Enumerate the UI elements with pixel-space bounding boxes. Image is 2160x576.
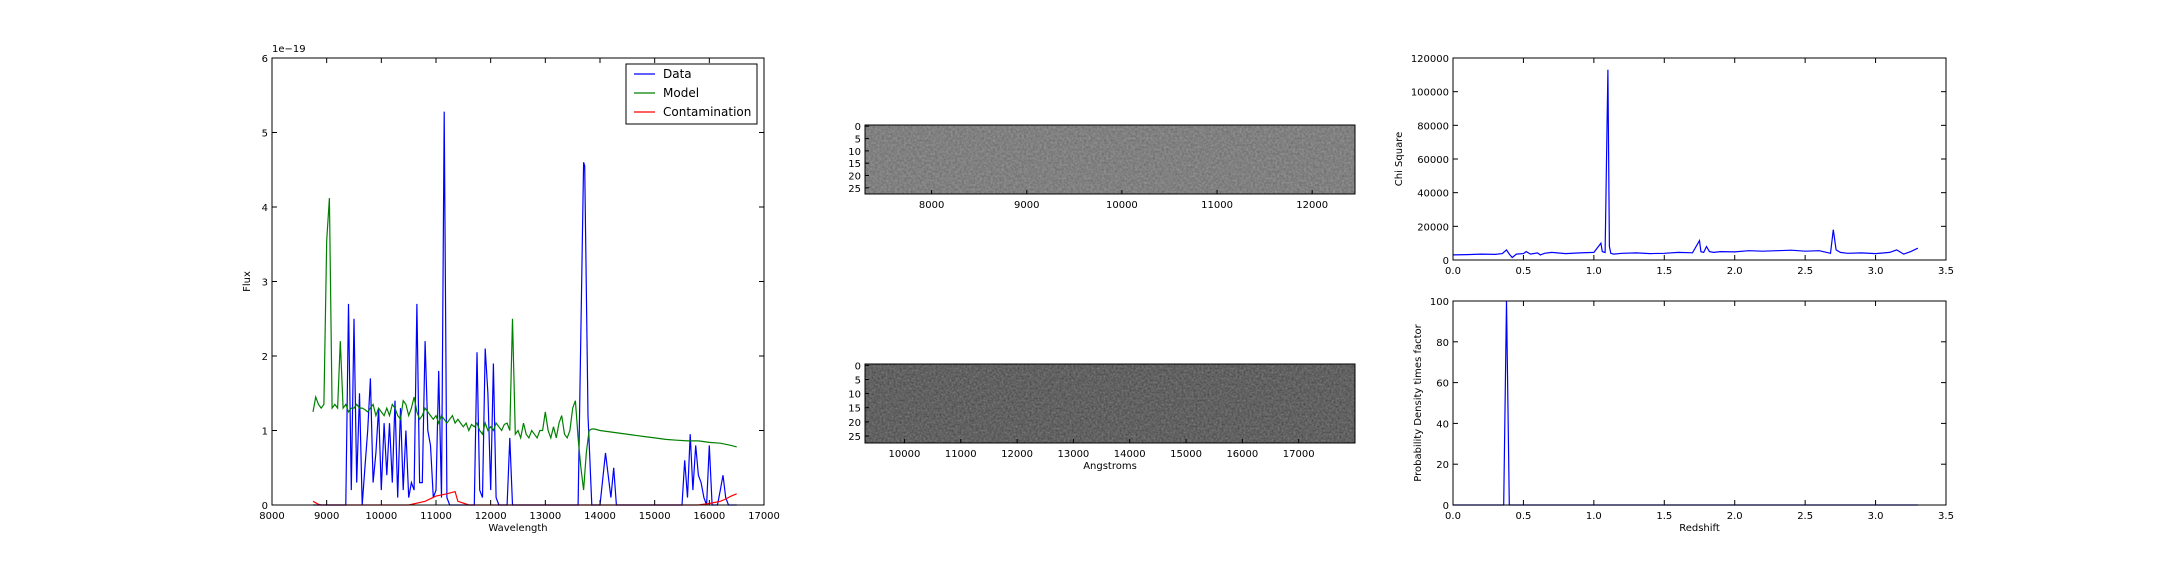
y-tick-label: 20 xyxy=(848,418,861,429)
series-line-2 xyxy=(312,490,737,506)
y-tick-label: 4 xyxy=(262,203,268,214)
x-tick-label: 0.0 xyxy=(1445,266,1461,277)
y-tick-label: 15 xyxy=(848,159,861,170)
x-tick-label: 3.5 xyxy=(1938,511,1954,522)
y-axis-label: Flux xyxy=(242,271,253,292)
x-tick-label: 15000 xyxy=(639,511,671,522)
image-noise xyxy=(865,364,1355,443)
x-tick-label: 17000 xyxy=(748,511,780,522)
x-tick-label: 3.5 xyxy=(1938,266,1954,277)
x-axis-label: Angstroms xyxy=(1083,461,1137,472)
chart-spectrum: 8000 9000 10000 11000 12000 13000 14000 15000 16… xyxy=(242,44,780,534)
y-tick-label: 20 xyxy=(1436,460,1449,471)
x-tick-label: 15000 xyxy=(1170,449,1202,460)
x-tick-label: 11000 xyxy=(1201,200,1233,211)
x-tick-label: 2.0 xyxy=(1727,266,1743,277)
image-noise xyxy=(865,125,1355,194)
y-tick-label: 2 xyxy=(262,352,268,363)
x-tick-label: 12000 xyxy=(475,511,507,522)
x-tick-label: 14000 xyxy=(584,511,616,522)
x-tick-label: 17000 xyxy=(1283,449,1315,460)
y-tick-label: 6 xyxy=(262,54,268,65)
x-tick-label: 1.0 xyxy=(1586,511,1602,522)
x-tick-label: 11000 xyxy=(945,449,977,460)
y-tick-label: 3 xyxy=(262,278,268,289)
x-tick-label: 9000 xyxy=(1014,200,1039,211)
x-tick-label: 2.5 xyxy=(1797,266,1813,277)
series-line-0 xyxy=(313,111,737,506)
x-tick-label: 1.5 xyxy=(1656,266,1672,277)
y-tick-label: 25 xyxy=(848,432,861,443)
image-frame xyxy=(864,124,1356,195)
y-tick-label: 1 xyxy=(262,427,268,438)
x-tick-label: 10000 xyxy=(889,449,921,460)
x-tick-label: 2.0 xyxy=(1727,511,1743,522)
x-tick-label: 3.0 xyxy=(1868,511,1884,522)
y-tick-label: 40000 xyxy=(1417,189,1449,200)
x-axis-label: Wavelength xyxy=(488,523,547,534)
x-tick-label: 3.0 xyxy=(1868,266,1884,277)
x-tick-label: 1.5 xyxy=(1656,511,1672,522)
offset-label: 1e−19 xyxy=(272,44,306,55)
x-tick-label: 0.5 xyxy=(1515,266,1531,277)
y-axis-label: Probability Density times factor xyxy=(1413,323,1424,481)
x-tick-label: 2.5 xyxy=(1797,511,1813,522)
y-tick-label: 10 xyxy=(848,390,861,401)
series-line-0 xyxy=(1452,69,1919,259)
y-tick-label: 60000 xyxy=(1417,155,1449,166)
y-tick-label: 10 xyxy=(848,147,861,158)
x-tick-label: 1.0 xyxy=(1586,266,1602,277)
y-tick-label: 80 xyxy=(1436,338,1449,349)
x-tick-label: 13000 xyxy=(529,511,561,522)
series-line-0 xyxy=(1453,300,1918,506)
x-tick-label: 13000 xyxy=(1057,449,1089,460)
y-tick-label: 0 xyxy=(855,361,861,372)
y-tick-label: 5 xyxy=(262,129,268,140)
x-tick-label: 12000 xyxy=(1001,449,1033,460)
x-tick-label: 16000 xyxy=(1226,449,1258,460)
legend-label: Data xyxy=(663,67,692,81)
y-tick-label: 40 xyxy=(1436,419,1449,430)
x-tick-label: 9000 xyxy=(314,511,339,522)
y-tick-label: 0 xyxy=(1443,501,1449,512)
x-tick-label: 10000 xyxy=(365,511,397,522)
y-tick-label: 5 xyxy=(855,135,861,146)
y-tick-label: 20000 xyxy=(1417,222,1449,233)
plot-frame xyxy=(1452,57,1947,261)
series-line-1 xyxy=(312,198,737,491)
x-tick-label: 16000 xyxy=(693,511,725,522)
x-tick-label: 0.0 xyxy=(1445,511,1461,522)
y-tick-label: 25 xyxy=(848,184,861,195)
x-tick-label: 12000 xyxy=(1296,200,1328,211)
x-tick-label: 0.5 xyxy=(1515,511,1531,522)
y-tick-label: 100000 xyxy=(1411,88,1449,99)
chart-image2: 0 5 10 15 20 25 10000 11000 12000 13000 14000 15000… xyxy=(848,361,1356,472)
y-tick-label: 0 xyxy=(1443,256,1449,267)
chart-chisq: 0.0 0.5 1.0 1.5 2.0 2.5 3.0 3.5 0 20000 40000 60000… xyxy=(1394,54,1954,277)
y-tick-label: 80000 xyxy=(1417,121,1449,132)
x-axis-label: Redshift xyxy=(1679,523,1720,534)
legend-label: Contamination xyxy=(663,105,751,119)
y-tick-label: 100 xyxy=(1430,297,1449,308)
y-tick-label: 20 xyxy=(848,172,861,183)
y-tick-label: 60 xyxy=(1436,379,1449,390)
chart-pdf: 0.0 0.5 1.0 1.5 2.0 2.5 3.0 3.5 0 20 40 60 80 100 Reds… xyxy=(1413,297,1954,534)
x-tick-label: 8000 xyxy=(919,200,944,211)
plot-frame xyxy=(1452,300,1947,506)
image-frame xyxy=(864,363,1356,444)
y-tick-label: 120000 xyxy=(1411,54,1449,65)
y-tick-label: 5 xyxy=(855,376,861,387)
x-tick-label: 11000 xyxy=(420,511,452,522)
x-tick-label: 8000 xyxy=(259,511,284,522)
y-tick-label: 15 xyxy=(848,404,861,415)
legend: Data Model Contamination xyxy=(625,63,758,125)
legend-label: Model xyxy=(663,86,699,100)
y-tick-label: 0 xyxy=(262,501,268,512)
x-tick-label: 14000 xyxy=(1114,449,1146,460)
y-axis-label: Chi Square xyxy=(1394,132,1405,186)
y-tick-label: 0 xyxy=(855,122,861,133)
x-tick-label: 10000 xyxy=(1106,200,1138,211)
